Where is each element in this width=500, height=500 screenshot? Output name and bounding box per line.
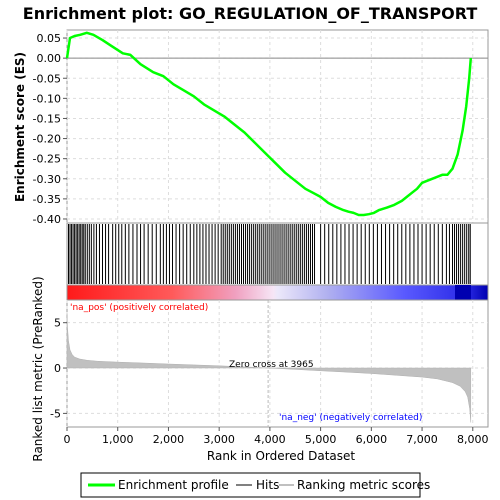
es-tick-label: 0.00 xyxy=(37,52,62,65)
x-axis-title: Rank in Ordered Dataset xyxy=(207,449,355,463)
neg-correlated-label: 'na_neg' (negatively correlated) xyxy=(279,413,422,423)
es-tick-label: -0.15 xyxy=(33,112,61,125)
ranked-list-tick-label: 0 xyxy=(54,362,61,375)
x-tick-label: 5,000 xyxy=(305,433,337,446)
x-tick-label: 4,000 xyxy=(254,433,286,446)
es-tick-label: -0.25 xyxy=(33,153,61,166)
ranked-list-y-axis-title: Ranked list metric (PreRanked) xyxy=(31,276,45,461)
enrichment-panel: 0.05 0.00 -0.05 -0.10 -0.15 -0.20 -0.25 -0.30 -0… xyxy=(13,29,489,226)
hits-plot-frame xyxy=(66,222,489,286)
enrichment-plot-frame xyxy=(66,29,489,224)
ranked-list-y-ticks: 5 0 -5 xyxy=(50,317,67,420)
x-tick-label: 1,000 xyxy=(102,433,134,446)
es-tick-label: -0.10 xyxy=(33,92,61,105)
es-y-ticks: 0.05 0.00 -0.05 -0.10 -0.15 -0.20 -0.25 -0.30 -0… xyxy=(33,32,67,226)
enrichment-profile-line xyxy=(65,31,473,217)
legend-hits-label: Hits xyxy=(256,478,279,492)
pos-correlated-label: 'na_pos' (positively correlated) xyxy=(70,303,208,313)
x-tick-label: 6,000 xyxy=(356,433,388,446)
es-tick-label: -0.30 xyxy=(33,173,61,186)
x-tick-label: 3,000 xyxy=(203,433,235,446)
es-tick-label: 0.05 xyxy=(37,32,62,45)
ranked-list-panel: 50-5 0 1,000 2,000 3,000 4,000 5,000 6,000 7,00… xyxy=(31,276,489,463)
x-tick-label: 8,000 xyxy=(457,433,489,446)
rank-color-bar-fill xyxy=(66,284,489,301)
ranked-list-tick-label: 5 xyxy=(54,317,61,330)
x-tick-label: 0 xyxy=(64,433,71,446)
hits-panel xyxy=(66,222,489,286)
rank-color-bar-dark-end xyxy=(455,285,471,300)
legend-enrichment-label: Enrichment profile xyxy=(118,478,229,492)
x-tick-label: 7,000 xyxy=(406,433,438,446)
es-tick-label: -0.20 xyxy=(33,133,61,146)
es-tick-label: -0.35 xyxy=(33,193,61,206)
ranked-list-x-ticks: 0 1,000 2,000 3,000 4,000 5,000 6,000 7,000 8,00… xyxy=(64,427,489,446)
rank-color-bar xyxy=(66,284,489,301)
zero-cross-label: Zero cross at 3965 xyxy=(229,360,314,370)
ranking-metric-area xyxy=(66,313,472,423)
x-tick-label: 2,000 xyxy=(153,433,185,446)
es-tick-label: -0.40 xyxy=(33,213,61,226)
hits-lines xyxy=(68,224,471,284)
es-tick-label: -0.05 xyxy=(33,72,61,85)
chart-title: Enrichment plot: GO_REGULATION_OF_TRANSP… xyxy=(23,4,478,23)
legend-ranking-label: Ranking metric scores xyxy=(297,478,430,492)
ranked-list-tick-label: -5 xyxy=(50,407,61,420)
legend: Enrichment profile Hits Ranking metric s… xyxy=(80,472,430,498)
es-y-axis-title: Enrichment score (ES) xyxy=(13,52,27,202)
